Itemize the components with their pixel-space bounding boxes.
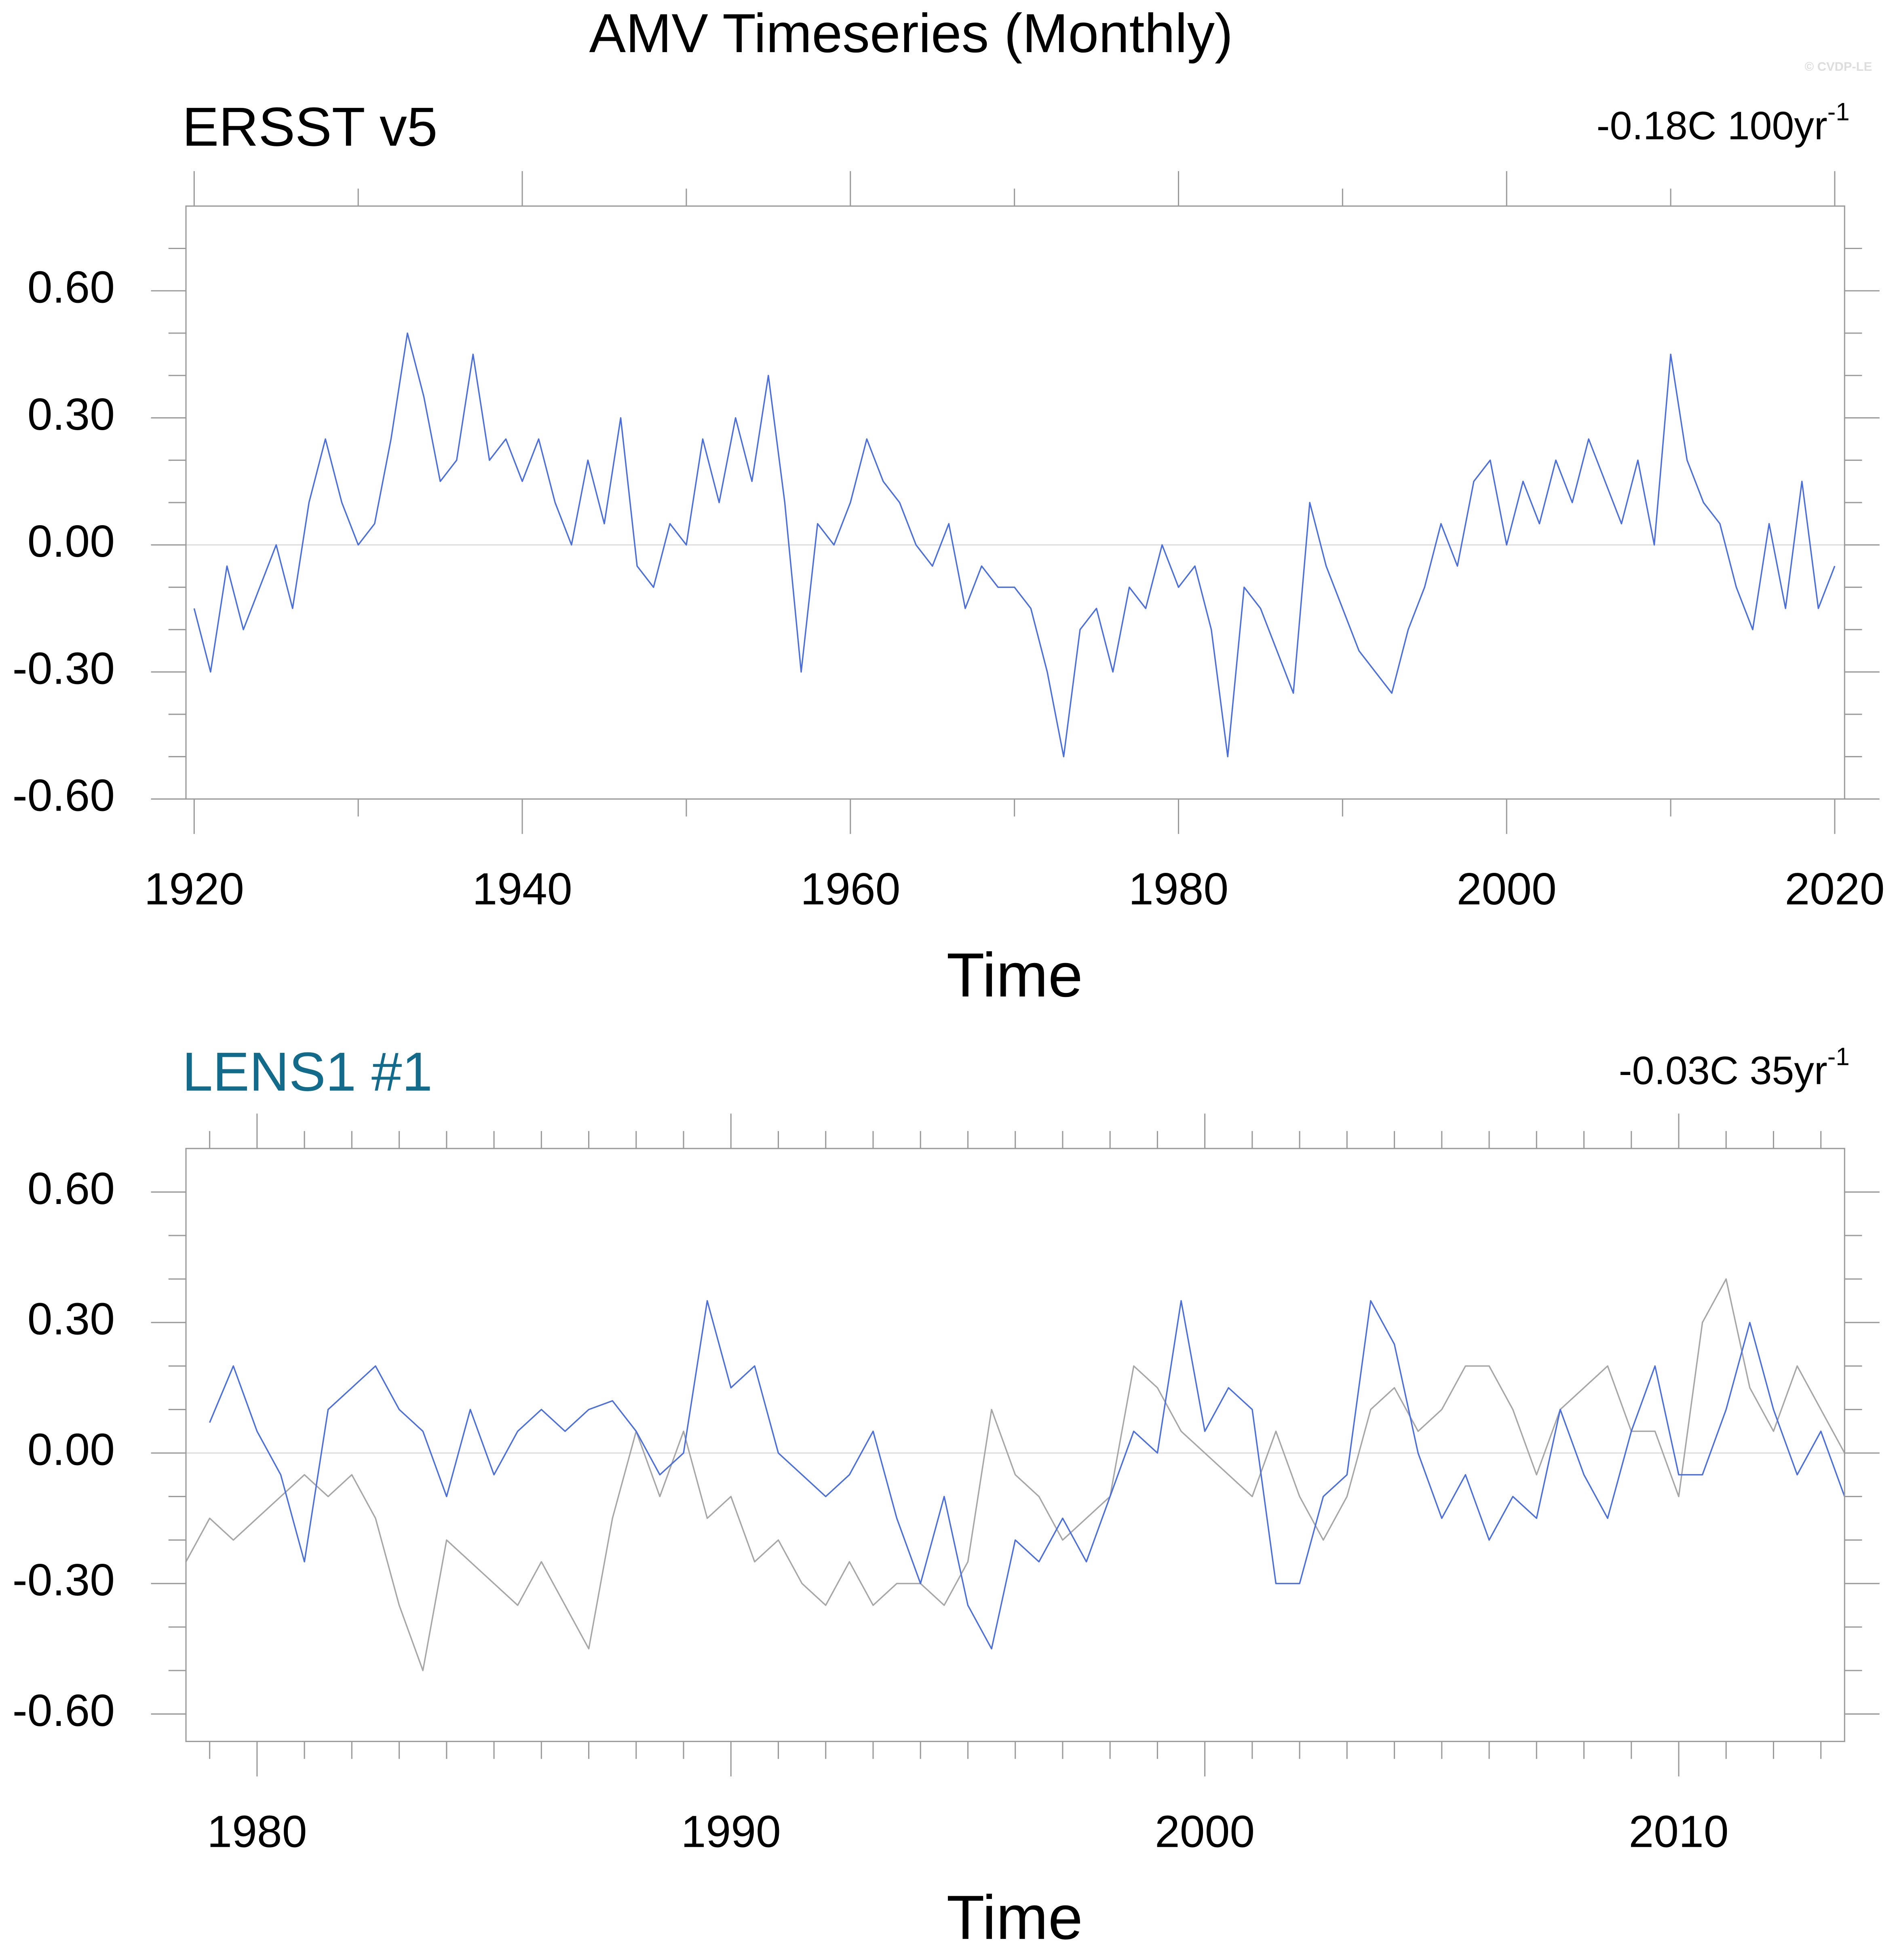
page-title: AMV Timeseries (Monthly) <box>589 2 1233 64</box>
x-tick-label: 1980 <box>1129 864 1228 914</box>
y-tick-label: 0.30 <box>27 389 115 439</box>
series-line <box>185 1278 1845 1671</box>
y-tick-label: 0.60 <box>27 262 115 313</box>
x-tick-label: 2000 <box>1155 1806 1255 1857</box>
x-tick-label: 2020 <box>1785 864 1884 914</box>
x-tick-label: 2000 <box>1457 864 1557 914</box>
y-tick-label: 0.60 <box>27 1163 115 1214</box>
x-tick-label: 2010 <box>1629 1806 1728 1857</box>
trend-superscript: -1 <box>1827 98 1850 126</box>
y-tick-label: 0.00 <box>27 1424 115 1474</box>
y-tick-label: -0.30 <box>13 1554 115 1605</box>
x-tick-label: 1940 <box>472 864 572 914</box>
trend-text: -0.18C 100yr <box>1597 103 1827 148</box>
x-axis-label: Time <box>946 940 1082 1010</box>
panel-title: LENS1 #1 <box>182 1041 433 1102</box>
series-line <box>193 332 1836 758</box>
trend-annotation: -0.18C 100yr-1 <box>1597 98 1850 148</box>
trend-superscript: -1 <box>1827 1043 1850 1071</box>
y-tick-label: -0.30 <box>13 643 115 693</box>
x-tick-label: 1920 <box>144 864 244 914</box>
x-tick-label: 1990 <box>681 1806 781 1857</box>
x-axis-label: Time <box>946 1882 1082 1952</box>
y-tick-label: -0.60 <box>13 1685 115 1736</box>
series-line <box>209 1300 1845 1650</box>
panel-title: ERSST v5 <box>182 96 438 157</box>
plot-frame <box>185 205 1845 800</box>
y-tick-label: 0.30 <box>27 1294 115 1344</box>
trend-text: -0.03C 35yr <box>1619 1048 1827 1093</box>
y-tick-label: 0.00 <box>27 516 115 566</box>
trend-annotation: -0.03C 35yr-1 <box>1619 1043 1850 1093</box>
x-tick-label: 1980 <box>207 1806 307 1857</box>
plot-frame <box>185 1148 1845 1742</box>
x-tick-label: 1960 <box>800 864 900 914</box>
y-tick-label: -0.60 <box>13 770 115 821</box>
watermark: © CVDP-LE <box>1804 59 1872 74</box>
